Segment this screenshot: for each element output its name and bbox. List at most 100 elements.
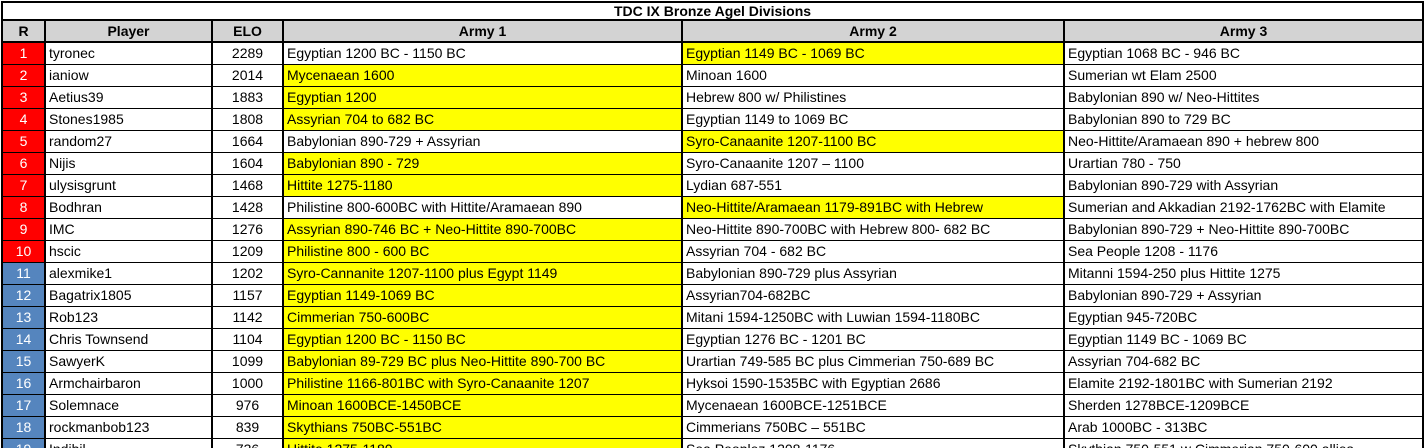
army1-cell: Babylonian 89-729 BC plus Neo-Hittite 89…: [282, 350, 683, 373]
elo-cell: 1468: [211, 174, 284, 197]
army2-cell: Babylonian 890-729 plus Assyrian: [681, 262, 1065, 285]
army1-cell: Babylonian 890-729 + Assyrian: [282, 130, 683, 153]
column-header-player: Player: [44, 19, 213, 43]
elo-cell: 839: [211, 416, 284, 439]
table-row: 18 rockmanbob123 839 Skythians 750BC-551…: [1, 416, 1424, 439]
elo-cell: 2289: [211, 41, 284, 65]
elo-cell: 1157: [211, 284, 284, 307]
table-row: 6 Nijis 1604 Babylonian 890 - 729 Syro-C…: [1, 152, 1424, 175]
rank-cell: 15: [1, 350, 46, 373]
army1-cell: Hittite 1275-1180: [282, 438, 683, 448]
rank-cell: 11: [1, 262, 46, 285]
army1-cell: Egyptian 1149-1069 BC: [282, 284, 683, 307]
army1-cell: Philistine 1166-801BC with Syro-Canaanit…: [282, 372, 683, 395]
rank-cell: 8: [1, 196, 46, 219]
rank-cell: 5: [1, 130, 46, 153]
elo-cell: 1209: [211, 240, 284, 263]
elo-cell: 1202: [211, 262, 284, 285]
page-title: TDC IX Bronze Agel Divisions: [0, 1, 1424, 21]
army1-cell: Philistine 800-600BC with Hittite/Aramae…: [282, 196, 683, 219]
army1-cell: Hittite 1275-1180: [282, 174, 683, 197]
player-cell: Nijis: [44, 152, 213, 175]
army3-cell: Arab 1000BC - 313BC: [1062, 416, 1424, 439]
table-row: 10 hscic 1209 Philistine 800 - 600 BC As…: [1, 240, 1424, 263]
elo-cell: 1104: [211, 328, 284, 351]
army1-cell: Skythians 750BC-551BC: [282, 416, 683, 439]
army3-cell: Babylonian 890-729 + Assyrian: [1062, 284, 1424, 307]
army1-cell: Syro-Cannanite 1207-1100 plus Egypt 1149: [282, 262, 683, 285]
player-cell: hscic: [44, 240, 213, 263]
player-cell: random27: [44, 130, 213, 153]
rank-cell: 7: [1, 174, 46, 197]
army3-cell: Mitanni 1594-250 plus Hittite 1275: [1062, 262, 1424, 285]
army2-cell: Sea Peoplez 1208-1176: [681, 438, 1065, 448]
army1-cell: Assyrian 704 to 682 BC: [282, 108, 683, 131]
table-row: 19 Indibil 736 Hittite 1275-1180 Sea Peo…: [1, 438, 1424, 448]
army3-cell: Elamite 2192-1801BC with Sumerian 2192: [1062, 372, 1424, 395]
army2-cell: Egyptian 1149 BC - 1069 BC: [681, 41, 1065, 65]
army3-cell: Egyptian 1149 BC - 1069 BC: [1062, 328, 1424, 351]
table-row: 16 Armchairbaron 1000 Philistine 1166-80…: [1, 372, 1424, 395]
army3-cell: Sherden 1278BCE-1209BCE: [1062, 394, 1424, 417]
header-row: R Player ELO Army 1 Army 2 Army 3: [1, 19, 1424, 43]
army3-cell: Skythian 750-551 w Cimmerian 750-600 all…: [1062, 438, 1424, 448]
army1-cell: Babylonian 890 - 729: [282, 152, 683, 175]
table-row: 5 random27 1664 Babylonian 890-729 + Ass…: [1, 130, 1424, 153]
player-cell: ianiow: [44, 64, 213, 87]
table-row: 14 Chris Townsend 1104 Egyptian 1200 BC …: [1, 328, 1424, 351]
table-row: 3 Aetius39 1883 Egyptian 1200 Hebrew 800…: [1, 86, 1424, 109]
table-row: 17 Solemnace 976 Minoan 1600BCE-1450BCE …: [1, 394, 1424, 417]
rank-cell: 6: [1, 152, 46, 175]
army2-cell: Syro-Canaanite 1207 – 1100: [681, 152, 1065, 175]
army3-cell: Sea People 1208 - 1176: [1062, 240, 1424, 263]
army3-cell: Babylonian 890-729 + Neo-Hittite 890-700…: [1062, 218, 1424, 241]
table-body: 1 tyronec 2289 Egyptian 1200 BC - 1150 B…: [1, 41, 1424, 448]
army2-cell: Mitani 1594-1250BC with Luwian 1594-1180…: [681, 306, 1065, 329]
rank-cell: 2: [1, 64, 46, 87]
army3-cell: Sumerian and Akkadian 2192-1762BC with E…: [1062, 196, 1424, 219]
rank-cell: 10: [1, 240, 46, 263]
army3-cell: Neo-Hittite/Aramaean 890 + hebrew 800: [1062, 130, 1424, 153]
elo-cell: 976: [211, 394, 284, 417]
column-header-army2: Army 2: [681, 19, 1065, 43]
player-cell: Stones1985: [44, 108, 213, 131]
player-cell: SawyerK: [44, 350, 213, 373]
rank-cell: 1: [1, 41, 46, 65]
elo-cell: 736: [211, 438, 284, 448]
elo-cell: 1428: [211, 196, 284, 219]
player-cell: Indibil: [44, 438, 213, 448]
column-header-rank: R: [1, 19, 46, 43]
rank-cell: 12: [1, 284, 46, 307]
player-cell: Chris Townsend: [44, 328, 213, 351]
table-row: 4 Stones1985 1808 Assyrian 704 to 682 BC…: [1, 108, 1424, 131]
elo-cell: 1604: [211, 152, 284, 175]
elo-cell: 1664: [211, 130, 284, 153]
table-row: 9 IMC 1276 Assyrian 890-746 BC + Neo-Hit…: [1, 218, 1424, 241]
army1-cell: Egyptian 1200 BC - 1150 BC: [282, 328, 683, 351]
table-row: 15 SawyerK 1099 Babylonian 89-729 BC plu…: [1, 350, 1424, 373]
army1-cell: Cimmerian 750-600BC: [282, 306, 683, 329]
army2-cell: Egyptian 1276 BC - 1201 BC: [681, 328, 1065, 351]
army2-cell: Minoan 1600: [681, 64, 1065, 87]
army2-cell: Lydian 687-551: [681, 174, 1065, 197]
elo-cell: 1142: [211, 306, 284, 329]
elo-cell: 2014: [211, 64, 284, 87]
army2-cell: Assyrian 704 - 682 BC: [681, 240, 1065, 263]
army2-cell: Hyksoi 1590-1535BC with Egyptian 2686: [681, 372, 1065, 395]
table-row: 2 ianiow 2014 Mycenaean 1600 Minoan 1600…: [1, 64, 1424, 87]
army1-cell: Egyptian 1200 BC - 1150 BC: [282, 41, 683, 65]
army3-cell: Urartian 780 - 750: [1062, 152, 1424, 175]
player-cell: Rob123: [44, 306, 213, 329]
army1-cell: Assyrian 890-746 BC + Neo-Hittite 890-70…: [282, 218, 683, 241]
player-cell: tyronec: [44, 41, 213, 65]
table-row: 1 tyronec 2289 Egyptian 1200 BC - 1150 B…: [1, 41, 1424, 65]
elo-cell: 1883: [211, 86, 284, 109]
army3-cell: Assyrian 704-682 BC: [1062, 350, 1424, 373]
army2-cell: Neo-Hittite/Aramaean 1179-891BC with Heb…: [681, 196, 1065, 219]
army3-cell: Egyptian 1068 BC - 946 BC: [1062, 41, 1424, 65]
elo-cell: 1000: [211, 372, 284, 395]
army2-cell: Cimmerians 750BC – 551BC: [681, 416, 1065, 439]
player-cell: rockmanbob123: [44, 416, 213, 439]
player-cell: ulysisgrunt: [44, 174, 213, 197]
